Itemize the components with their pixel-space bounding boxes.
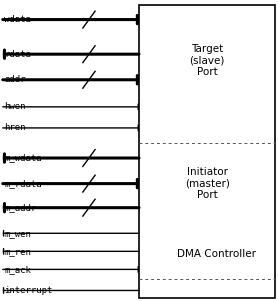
Text: DMA Controller: DMA Controller [177,249,256,259]
Text: interrupt: interrupt [4,286,53,295]
Text: m_ack: m_ack [4,265,31,274]
Text: m_rdata: m_rdata [4,179,42,188]
Text: m_ren: m_ren [4,247,31,256]
Text: Initiator
(master)
Port: Initiator (master) Port [185,167,230,200]
Text: hren: hren [4,123,26,132]
Text: m_addr: m_addr [4,203,36,212]
Text: Target
(slave)
Port: Target (slave) Port [189,44,225,77]
Text: hwen: hwen [4,102,26,111]
Bar [139,5,275,298]
Text: m_wdata: m_wdata [4,154,42,163]
Text: rdata: rdata [4,50,31,59]
Text: addr: addr [4,75,26,84]
Text: m_wen: m_wen [4,229,31,238]
Text: wdata: wdata [4,15,31,24]
